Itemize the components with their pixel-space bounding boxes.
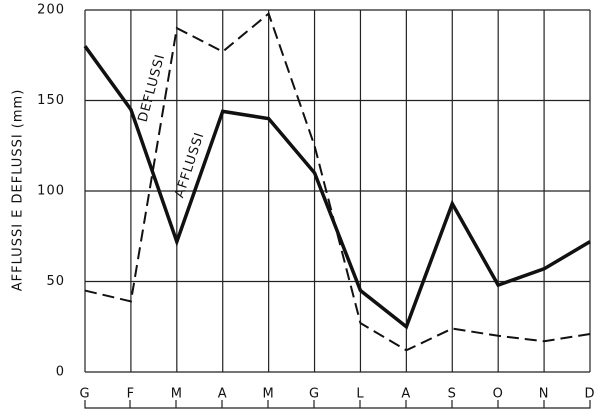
series-line [83, 45, 591, 330]
x-tick-label: D [584, 387, 595, 402]
x-tick-label: A [218, 387, 228, 402]
x-tick-label: F [127, 387, 135, 402]
series-line [84, 11, 591, 352]
y-tick-label: 150 [37, 93, 65, 108]
x-tick-label: S [448, 387, 457, 402]
y-tick-label: 100 [37, 184, 65, 199]
x-tick-label: N [539, 387, 550, 402]
x-tick-label: A [401, 387, 411, 402]
y-tick-label: 50 [46, 274, 65, 289]
x-tick-label: M [171, 387, 183, 402]
bracket [84, 400, 591, 409]
x-tick-label: G [79, 387, 90, 402]
x-tick-label: O [493, 387, 504, 402]
x-tick-label: M [263, 387, 275, 402]
x-tick-label: G [309, 387, 320, 402]
y-tick-label: 0 [56, 365, 65, 380]
y-tick-label: 200 [37, 3, 65, 18]
y-axis-label: AFFLUSSI E DEFLUSSI (mm) [11, 89, 26, 292]
x-tick-label: L [356, 387, 364, 402]
